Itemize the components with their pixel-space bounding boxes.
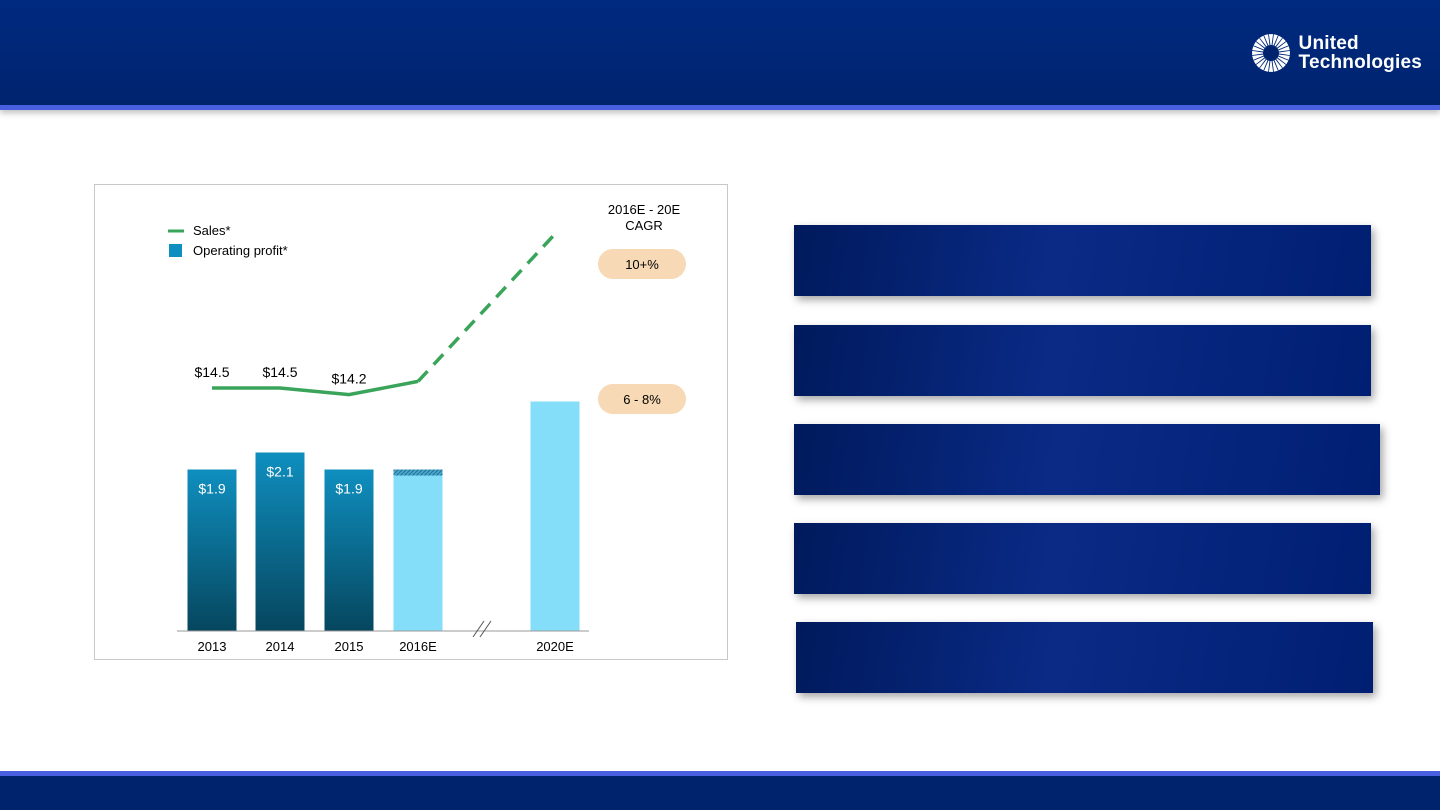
logo-ray — [1259, 59, 1268, 71]
company-logo: United Technologies — [1251, 33, 1422, 73]
logo-ray — [1251, 54, 1263, 60]
text-box-1 — [794, 225, 1371, 296]
profit-bar-label: $1.9 — [335, 481, 362, 497]
x-tick-label: 2014 — [266, 639, 295, 654]
sunburst-logo-icon — [1251, 34, 1290, 72]
x-tick-label: 2015 — [335, 639, 364, 654]
logo-ray — [1255, 58, 1266, 68]
text-box-2 — [794, 325, 1371, 396]
text-box-4 — [794, 523, 1371, 594]
logo-ray — [1278, 46, 1290, 52]
x-tick-label: 2013 — [198, 639, 227, 654]
logo-ray — [1268, 34, 1273, 46]
logo-ray — [1278, 50, 1290, 56]
profit-bar-label: $1.9 — [198, 481, 225, 497]
profit-bar — [530, 401, 580, 631]
logo-ray — [1274, 59, 1282, 71]
legend-profit-label: Operating profit* — [193, 243, 288, 258]
logo-ray — [1259, 35, 1268, 47]
sales-profit-chart: $1.9 $2.1 $1.9 2013 2014 2015 2016E 2020E $14.5 $… — [168, 223, 589, 654]
logo-ray — [1263, 60, 1270, 72]
logo-ray — [1251, 46, 1263, 52]
logo-line2: Technologies — [1298, 52, 1422, 73]
header-bar: United Technologies — [0, 0, 1440, 110]
profit-bar — [324, 469, 374, 631]
logo-line1: United — [1298, 33, 1359, 54]
logo-ray — [1277, 41, 1288, 50]
profit-bar-label: $2.1 — [266, 464, 293, 480]
text-box-3 — [794, 424, 1380, 495]
logo-ray — [1274, 35, 1282, 47]
profit-cagr-pill: 6 - 8% — [598, 384, 686, 414]
logo-ray — [1277, 56, 1288, 65]
sales-data-label: $14.5 — [194, 364, 229, 380]
sales-cagr-pill: 10+% — [598, 249, 686, 279]
profit-bar — [393, 469, 443, 631]
logo-ray — [1275, 58, 1286, 68]
logo-wordmark: United Technologies — [1299, 34, 1422, 72]
logo-ray — [1272, 60, 1278, 72]
sales-data-label: $14.5 — [262, 364, 297, 380]
logo-ray — [1268, 60, 1273, 72]
x-tick-label: 2016E — [399, 639, 437, 654]
sales-line-dashed — [416, 232, 557, 383]
logo-ray — [1272, 34, 1278, 46]
profit-bar-hatch — [393, 469, 443, 476]
logo-ray — [1255, 38, 1266, 48]
sales-data-label: $14.2 — [331, 371, 366, 387]
legend-sales-label: Sales* — [193, 223, 231, 238]
axis-break-mark — [479, 620, 492, 638]
sales-line-solid — [212, 379, 419, 397]
logo-ray — [1275, 38, 1286, 48]
logo-ray — [1251, 50, 1263, 56]
logo-ray — [1278, 54, 1290, 60]
cagr-title: CAGR — [625, 218, 663, 233]
logo-ray — [1263, 34, 1270, 46]
cagr-period: 2016E - 20E — [607, 202, 681, 217]
logo-ray — [1253, 56, 1264, 65]
footer-bar — [0, 771, 1440, 810]
legend-bar-swatch — [169, 244, 182, 257]
cagr-header: 2016E - 20E CAGR — [596, 202, 692, 234]
axis-break-mark — [472, 620, 485, 638]
profit-bar — [187, 469, 237, 631]
x-tick-label: 2020E — [536, 639, 574, 654]
logo-ray — [1253, 41, 1264, 50]
text-box-5 — [796, 622, 1373, 693]
profit-bar — [255, 452, 305, 631]
